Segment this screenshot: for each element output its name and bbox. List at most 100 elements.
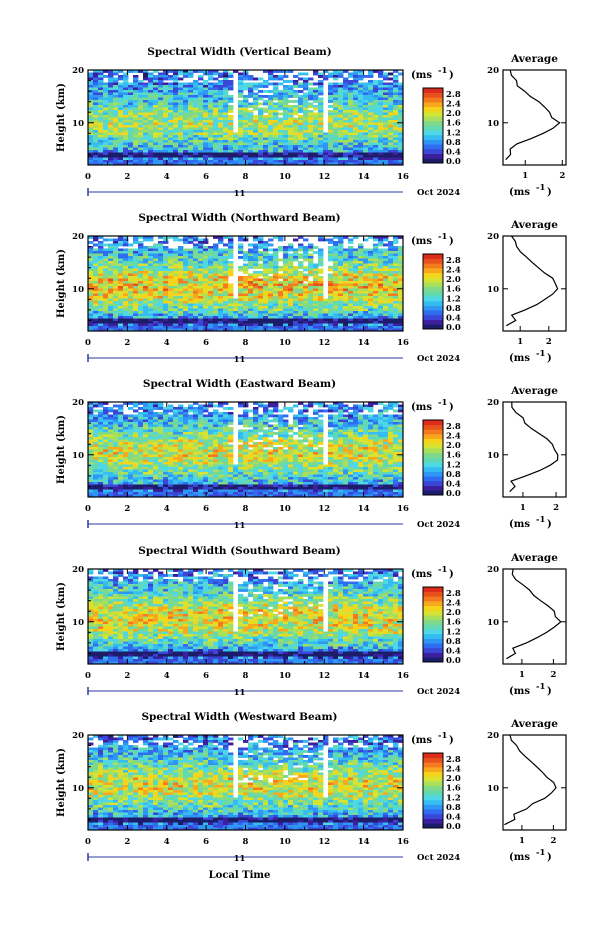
avg-profile-line	[504, 734, 557, 826]
panel-title: Spectral Width (Vertical Beam)	[147, 46, 331, 58]
y-axis-label: Height (km)	[56, 249, 67, 318]
colorbar-frame	[422, 586, 444, 663]
avg-unit-close: )	[547, 187, 552, 198]
x-tick-label: 4	[164, 338, 170, 348]
avg-frame	[502, 734, 567, 831]
colorbar-swatch	[423, 443, 443, 449]
colorbar-tick-label: 1.2	[446, 128, 461, 138]
panel-1: Spectral Width (Northward Beam)0 2 4 6 8 10 12…	[56, 212, 567, 365]
colorbar-tick-label: 1.6	[446, 784, 461, 794]
avg-y-tick-label: 20	[487, 66, 499, 76]
avg-x-tick-label: 2	[546, 337, 552, 347]
avg-title: Average	[510, 53, 558, 65]
avg-unit-sup: -1	[536, 183, 546, 193]
colorbar-unit: (ms	[411, 236, 432, 247]
avg-y-tick-label: 10	[487, 784, 499, 794]
colorbar-swatch	[423, 300, 443, 306]
colorbar-tick-label: 2.0	[446, 774, 461, 784]
colorbar-swatch	[423, 753, 443, 758]
colorbar-tick-label: 2.4	[446, 100, 461, 110]
colorbar-frame	[422, 419, 444, 496]
colorbar-tick-label: 2.4	[446, 432, 461, 442]
avg-y-tick-label: 10	[487, 119, 499, 129]
avg-frame	[502, 69, 567, 166]
x-tick-label: 6	[203, 837, 209, 847]
avg-title: Average	[510, 718, 558, 730]
avg-unit-sup: -1	[536, 682, 546, 692]
colorbar-frame	[422, 253, 444, 330]
colorbar-swatch	[423, 88, 443, 93]
colorbar-tick-label: 0.8	[446, 138, 461, 148]
colorbar-tick-label: 1.6	[446, 451, 461, 461]
x-tick-label: 14	[358, 172, 370, 182]
avg-x-tick-label: 2	[550, 836, 556, 846]
panel-4: Spectral Width (Westward Beam)0 2 4 6 8 10 12 1…	[56, 711, 567, 864]
colorbar-unit: (ms	[411, 735, 432, 746]
avg-title: Average	[510, 219, 558, 231]
colorbar-tick-label: 2.4	[446, 599, 461, 609]
y-axis-label: Height (km)	[56, 582, 67, 651]
panel-title: Spectral Width (Eastward Beam)	[143, 378, 336, 390]
colorbar-swatch	[423, 818, 443, 824]
colorbar-tick-label: 0.4	[446, 479, 461, 489]
colorbar-swatch	[423, 272, 443, 278]
y-tick-label: 20	[72, 731, 84, 741]
colorbar-swatch	[423, 480, 443, 486]
y-tick-label: 10	[72, 119, 84, 129]
colorbar-swatch	[423, 605, 443, 611]
colorbar-tick-label: 0.4	[446, 646, 461, 656]
colorbar-unit: (ms	[411, 402, 432, 413]
colorbar-swatch	[423, 305, 443, 311]
colorbar-swatch	[423, 134, 443, 140]
y-axis-label: Height (km)	[56, 748, 67, 817]
colorbar-tick-label: 0.0	[446, 489, 461, 499]
colorbar-swatch	[423, 596, 443, 602]
colorbar-swatch	[423, 92, 443, 98]
avg-y-tick-label: 20	[487, 398, 499, 408]
colorbar-frame	[422, 87, 444, 164]
x-tick-label: 12	[318, 338, 330, 348]
colorbar-swatch	[423, 125, 443, 131]
x-tick-label: 6	[203, 338, 209, 348]
heatmap-cells	[88, 735, 404, 831]
colorbar-swatch	[423, 471, 443, 477]
x-tick-label: 10	[279, 671, 291, 681]
x-tick-label: 16	[397, 671, 409, 681]
avg-x-tick-label: 2	[559, 171, 565, 181]
colorbar-swatch	[423, 776, 443, 782]
colorbar-swatch	[423, 254, 443, 259]
panel-2: Spectral Width (Eastward Beam)0 2 4 6 8 10 12 1…	[56, 378, 567, 531]
colorbar-swatch	[423, 601, 443, 607]
colorbar-swatch	[423, 144, 443, 150]
x-tick-label: 14	[358, 837, 370, 847]
colorbar-tick-label: 2.0	[446, 608, 461, 618]
colorbar-tick-label: 1.2	[446, 627, 461, 637]
colorbar-swatch	[423, 268, 443, 274]
avg-frame	[502, 401, 567, 498]
colorbar-tick-label: 1.2	[446, 793, 461, 803]
avg-title: Average	[510, 385, 558, 397]
y-axis-label: Height (km)	[56, 83, 67, 152]
colorbar-swatch	[423, 591, 443, 597]
colorbar-tick-label: 2.4	[446, 266, 461, 276]
colorbar-swatch	[423, 587, 443, 592]
colorbar-tick-label: 0.4	[446, 313, 461, 323]
avg-profile-line	[506, 235, 559, 327]
colorbar-swatch	[423, 97, 443, 103]
x-tick-label: 6	[203, 504, 209, 514]
colorbar-swatch	[423, 633, 443, 639]
colorbar-swatch	[423, 434, 443, 440]
y-tick-label: 20	[72, 66, 84, 76]
x-tick-label: 14	[358, 338, 370, 348]
colorbar-swatch	[423, 619, 443, 625]
colorbar-swatch	[423, 771, 443, 777]
colorbar-tick-label: 0.8	[446, 470, 461, 480]
colorbar-swatch	[423, 785, 443, 791]
heatmap-cells	[88, 569, 404, 665]
colorbar-unit: (ms	[411, 569, 432, 580]
colorbar-unit-close: )	[449, 735, 454, 746]
colorbar-swatch	[423, 490, 443, 496]
colorbar-tick-label: 2.0	[446, 275, 461, 285]
panel-title: Spectral Width (Northward Beam)	[138, 212, 340, 224]
colorbar-swatch	[423, 652, 443, 658]
